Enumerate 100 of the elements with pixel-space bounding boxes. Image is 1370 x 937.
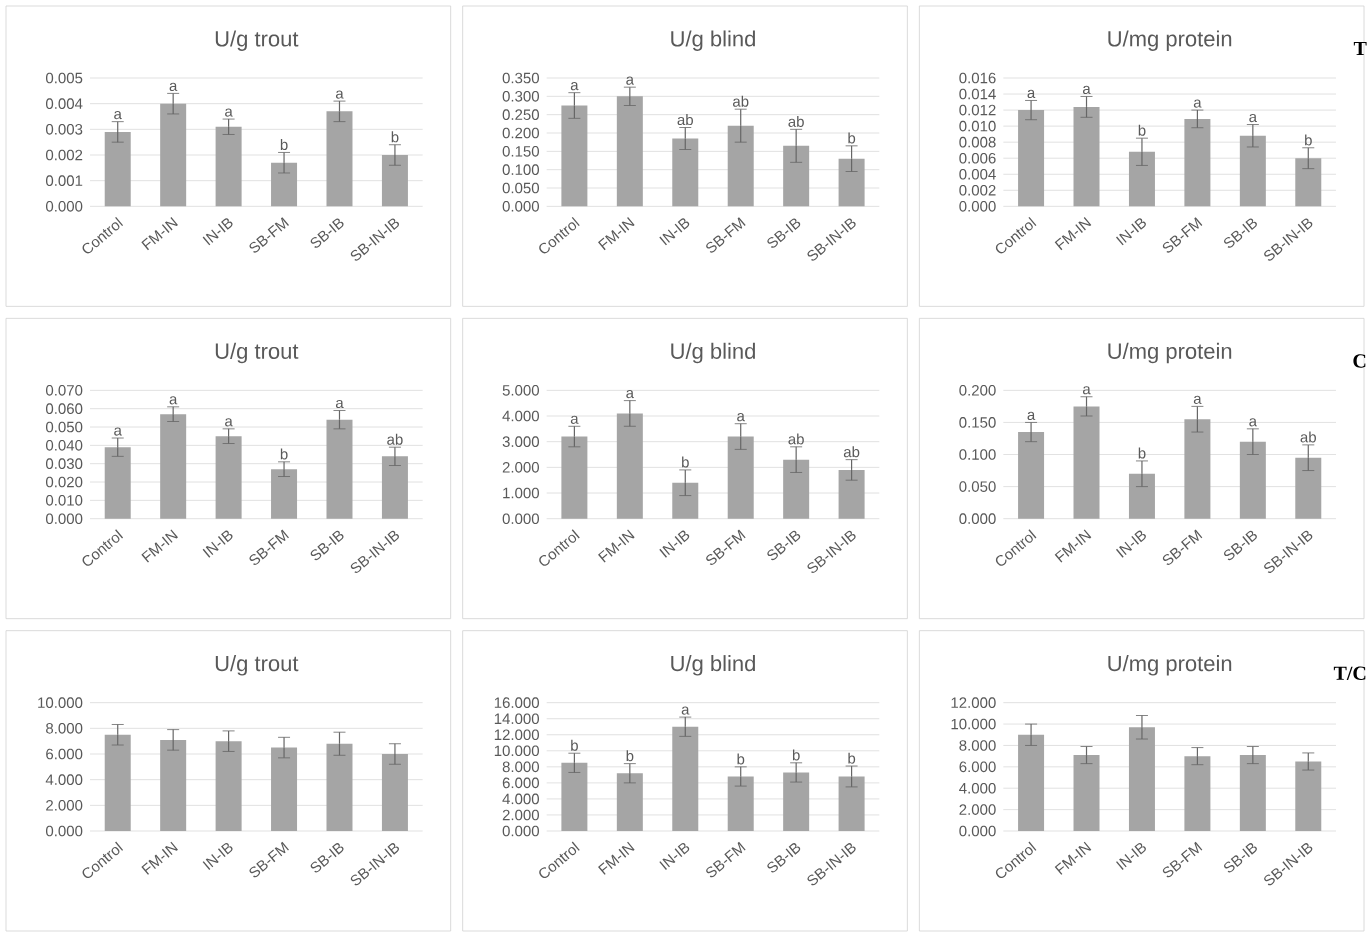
y-tick-label: 0.000 <box>959 513 996 525</box>
y-tick-label: 0.005 <box>45 72 83 84</box>
y-tick-label: 10.000 <box>951 718 996 730</box>
y-tick-label: 12.000 <box>951 697 996 708</box>
bar <box>381 155 408 207</box>
y-tick-label: 0.002 <box>959 184 996 196</box>
y-tick-label: 0.050 <box>45 421 83 433</box>
annotation: b <box>1138 124 1146 136</box>
annotation: a <box>1082 85 1091 95</box>
y-tick-label: 16.000 <box>494 697 539 708</box>
y-tick-label: 0.000 <box>502 513 539 525</box>
text: C <box>1353 354 1366 368</box>
annotation: b <box>391 131 399 143</box>
bar <box>672 726 699 832</box>
bar <box>1239 755 1266 832</box>
y-tick-label: 0.000 <box>45 513 83 525</box>
annotation: a <box>335 399 344 409</box>
bar <box>104 447 131 519</box>
annotation: a <box>225 418 233 427</box>
bar <box>672 482 699 519</box>
annotation: a <box>570 415 579 424</box>
bar <box>381 754 408 832</box>
y-tick-label: 0.000 <box>45 201 83 212</box>
annotation: ab <box>1300 431 1316 443</box>
annotation: a <box>1249 418 1258 427</box>
y-tick-label: 0.350 <box>502 72 539 84</box>
y-tick-label: 6.000 <box>502 777 539 789</box>
y-tick-label: 0.150 <box>502 146 539 157</box>
bar <box>1018 734 1045 832</box>
y-tick-label: 0.250 <box>502 109 539 120</box>
y-tick-label: 2.000 <box>502 462 539 473</box>
annotation: ab <box>733 95 749 107</box>
y-tick-label: 4.000 <box>959 782 996 794</box>
bar <box>160 739 187 832</box>
annotation: b <box>626 750 634 762</box>
bar <box>616 773 643 832</box>
bar <box>1295 158 1322 207</box>
y-tick-label: 10.000 <box>494 745 539 757</box>
y-tick-label: 0.000 <box>45 825 83 837</box>
y-tick-label: 0.004 <box>45 98 83 109</box>
annotation: a <box>626 76 634 85</box>
y-tick-label: 2.000 <box>502 809 539 821</box>
y-tick-label: 0.060 <box>45 403 83 414</box>
y-tick-label: 0.010 <box>45 495 83 506</box>
bar <box>104 734 131 832</box>
bar <box>326 111 353 207</box>
y-tick-label: 0.100 <box>502 164 539 175</box>
chart-title: U/mg protein <box>1108 655 1232 676</box>
annotation: a <box>1027 411 1036 421</box>
annotation: b <box>571 739 578 751</box>
bar <box>783 772 810 832</box>
bar <box>215 126 242 207</box>
annotation: a <box>626 390 634 399</box>
bar <box>1018 110 1045 207</box>
bar <box>727 125 754 207</box>
bar <box>160 103 187 207</box>
y-tick-label: 0.150 <box>959 417 996 428</box>
annotation: a <box>1082 386 1091 395</box>
annotation: a <box>1249 113 1258 123</box>
bar <box>271 747 298 832</box>
y-tick-label: 0.200 <box>502 127 539 139</box>
y-tick-label: 0.012 <box>959 104 996 116</box>
y-tick-label: 6.000 <box>959 761 996 773</box>
y-tick-label: 0.000 <box>502 825 539 837</box>
annotation: a <box>681 706 690 715</box>
y-tick-label: 8.000 <box>46 723 83 734</box>
annotation: a <box>169 82 178 92</box>
y-tick-label: 6.000 <box>46 748 83 760</box>
annotation: ab <box>788 115 804 127</box>
bar <box>160 414 187 519</box>
chart-title: U/g blind <box>671 30 755 51</box>
bar <box>326 743 353 832</box>
y-tick-label: 0.004 <box>959 168 996 180</box>
bar <box>561 762 588 832</box>
y-tick-label: 0.016 <box>959 72 996 84</box>
bar <box>1073 755 1100 832</box>
bar <box>838 158 865 207</box>
text: T/C <box>1333 666 1366 680</box>
y-tick-label: 8.000 <box>502 761 539 773</box>
y-tick-label: 0.020 <box>45 476 83 488</box>
bar <box>271 162 298 207</box>
y-tick-label: 0.050 <box>959 481 996 492</box>
y-tick-label: 0.000 <box>959 825 996 837</box>
bar <box>215 741 242 832</box>
bar <box>326 419 353 519</box>
bar <box>1128 151 1155 207</box>
annotation: b <box>682 456 689 468</box>
y-tick-label: 0.200 <box>959 385 996 396</box>
chart-title: U/g trout <box>215 342 299 364</box>
y-tick-label: 1.000 <box>503 487 539 499</box>
chart-title: U/g trout <box>215 30 299 51</box>
annotation: ab <box>788 433 804 445</box>
bar <box>1184 419 1211 519</box>
y-tick-label: 0.014 <box>959 88 996 100</box>
annotation: a <box>114 427 122 436</box>
annotation: a <box>114 111 122 120</box>
bar <box>1018 432 1045 519</box>
annotation: ab <box>387 433 403 445</box>
y-tick-label: 4.000 <box>45 774 83 785</box>
annotation: a <box>225 108 233 117</box>
